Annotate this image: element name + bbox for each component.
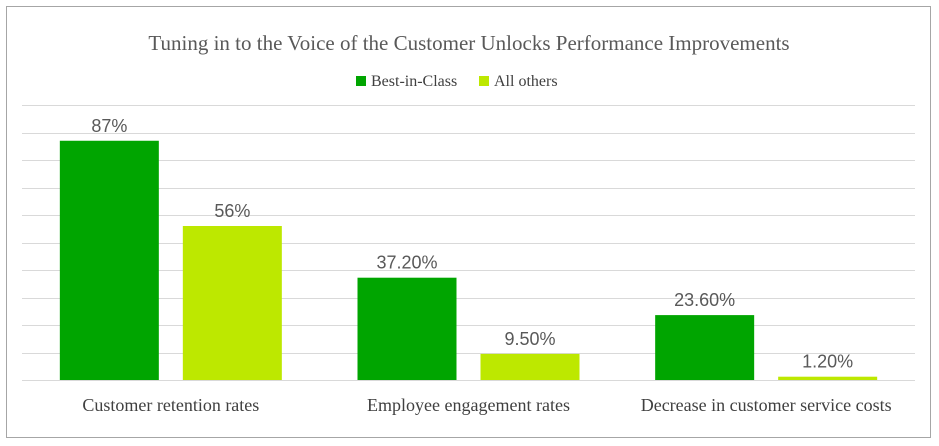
legend-swatch xyxy=(479,76,489,86)
category-label: Decrease in customer service costs xyxy=(641,395,892,415)
category-label: Customer retention rates xyxy=(82,395,259,415)
bars xyxy=(59,140,878,380)
bar xyxy=(480,353,580,380)
bar xyxy=(778,376,878,380)
bar-chart: Tuning in to the Voice of the Customer U… xyxy=(22,31,915,415)
legend-label: All others xyxy=(494,73,558,90)
data-label: 1.20% xyxy=(802,352,853,372)
data-labels: 87% 56% 37.20% 9.50% 23.60% 1.20% xyxy=(91,116,853,372)
data-label: 23.60% xyxy=(674,290,735,310)
legend: Best-in-Class All others xyxy=(356,73,558,90)
bar xyxy=(655,315,755,380)
chart-title: Tuning in to the Voice of the Customer U… xyxy=(148,31,789,55)
legend-label: Best-in-Class xyxy=(371,73,457,90)
gridlines xyxy=(22,105,915,381)
chart-frame: Tuning in to the Voice of the Customer U… xyxy=(6,6,931,438)
data-label: 87% xyxy=(91,116,127,136)
bar xyxy=(182,226,282,380)
bar xyxy=(59,140,159,380)
category-label: Employee engagement rates xyxy=(367,395,570,415)
category-labels: Customer retention rates Employee engagem… xyxy=(82,395,891,415)
data-label: 37.20% xyxy=(376,253,437,273)
bar xyxy=(357,277,457,380)
legend-swatch xyxy=(356,76,366,86)
data-label: 9.50% xyxy=(504,329,555,349)
data-label: 56% xyxy=(214,201,250,221)
